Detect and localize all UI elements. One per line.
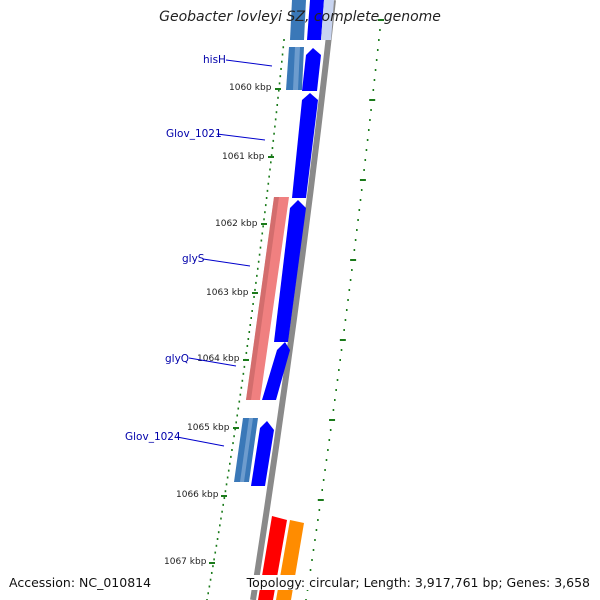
inner-dotted-track xyxy=(206,39,285,600)
gene-label-glys[interactable]: glyS xyxy=(182,253,205,265)
map-title: Geobacter lovleyi SZ, complete genome xyxy=(159,9,441,25)
gene-glov-1021[interactable] xyxy=(292,93,318,198)
gene-labels: hisH Glov_1021 glyS glyQ Glov_1024 xyxy=(125,54,226,443)
gene-features xyxy=(234,0,334,600)
gene-block-top-reverse[interactable] xyxy=(290,0,306,40)
ruler-label-1061: 1061 kbp xyxy=(222,152,265,162)
genome-backbone xyxy=(250,0,336,600)
gene-glyq[interactable] xyxy=(262,342,290,400)
ruler-label-1064: 1064 kbp xyxy=(197,354,240,364)
gene-forward-arrow-2[interactable] xyxy=(251,421,274,486)
ruler-label-1067: 1067 kbp xyxy=(164,557,207,567)
gene-glys[interactable] xyxy=(274,200,306,342)
accession-text: Accession: NC_010814 xyxy=(9,575,152,590)
label-line-glov-1024 xyxy=(176,436,225,447)
ruler-labels: 1060 kbp 1061 kbp 1062 kbp 1063 kbp 1064… xyxy=(164,83,272,567)
ruler-label-1065: 1065 kbp xyxy=(187,423,230,433)
gene-rna-pink-shade xyxy=(246,197,279,400)
ruler-major-ticks xyxy=(209,88,281,564)
gene-label-glyq[interactable]: glyQ xyxy=(165,353,189,365)
outer-dotted-track xyxy=(305,19,384,600)
ruler-label-1063: 1063 kbp xyxy=(206,288,249,298)
ruler-label-1062: 1062 kbp xyxy=(215,219,258,229)
label-line-glyq xyxy=(188,357,237,367)
gene-label-glov-1021[interactable]: Glov_1021 xyxy=(166,128,222,140)
label-line-glys xyxy=(202,258,251,267)
topology-text: Topology: circular; Length: 3,917,761 bp… xyxy=(244,575,590,590)
gene-label-hish[interactable]: hisH xyxy=(203,54,226,66)
ruler-label-1066: 1066 kbp xyxy=(176,490,219,500)
gene-forward-arrow-1[interactable] xyxy=(302,48,321,91)
label-line-glov-1021 xyxy=(216,133,266,141)
gene-label-glov-1024[interactable]: Glov_1024 xyxy=(125,431,181,443)
gene-block-top-forward[interactable] xyxy=(307,0,324,40)
gene-hish-highlight xyxy=(293,47,300,90)
label-line-hish xyxy=(225,59,273,67)
gene-label-lines xyxy=(176,59,273,447)
ruler-label-1060: 1060 kbp xyxy=(229,83,272,93)
gene-block-top-pale[interactable] xyxy=(321,0,334,40)
gene-glov-1024-highlight xyxy=(240,418,253,482)
